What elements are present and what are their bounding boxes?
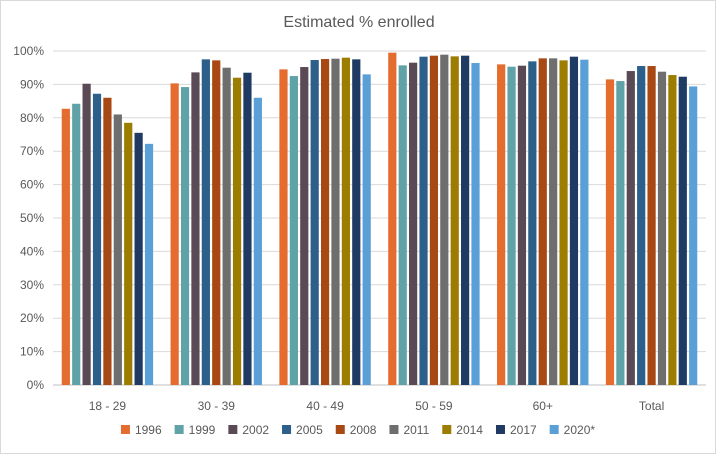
bar-2008-30-39 [212, 60, 221, 386]
bar-1999-40-49 [289, 76, 298, 386]
y-tick-label: 10% [20, 345, 44, 359]
y-axis: 0% 10% 20% 30% 40% 50% 60% 70% 80% 90% 100% [13, 44, 44, 392]
bar-2005-Total [637, 66, 646, 385]
x-tick-label: 40 - 49 [306, 399, 344, 413]
legend-label: 2014 [456, 423, 483, 437]
bar-2020-50-59 [471, 63, 480, 386]
y-tick-label: 0% [27, 378, 45, 392]
bar-1996-50-59 [388, 52, 397, 386]
bar-2011-18-29 [113, 114, 122, 386]
y-tick-label: 60% [20, 178, 44, 192]
bar-2017-50-59 [461, 55, 470, 386]
legend-label: 2011 [403, 423, 429, 437]
bar-1996-40-49 [279, 69, 288, 386]
legend-swatch [335, 425, 345, 434]
bar-2020-Total [689, 86, 698, 386]
bar-2017-30-39 [243, 72, 252, 386]
bar-2017-Total [678, 76, 687, 385]
bar-2020-40-49 [362, 74, 371, 385]
gridlines [53, 50, 706, 386]
y-tick-label: 80% [20, 111, 44, 125]
legend-swatch [120, 425, 130, 434]
bar-1999-Total [616, 81, 625, 385]
legend-label: 2008 [350, 423, 377, 437]
legend-swatch [549, 425, 559, 434]
bar-2014-60+ [559, 60, 568, 386]
bar-2002-50-59 [409, 62, 418, 385]
bar-2005-50-59 [419, 56, 428, 385]
y-tick-label: 40% [20, 244, 44, 258]
y-tick-label: 30% [20, 278, 44, 292]
bar-2002-Total [626, 71, 635, 385]
legend-label: 1999 [189, 423, 216, 437]
legend-swatch [282, 425, 292, 434]
legend-label: 1996 [135, 423, 162, 437]
legend-swatch [389, 425, 399, 434]
bar-2008-40-49 [320, 59, 330, 386]
bar-2011-30-39 [222, 67, 231, 385]
legend-label: 2005 [296, 423, 323, 437]
bar-1999-18-29 [72, 103, 81, 385]
bar-2008-50-59 [429, 55, 439, 386]
legend-label: 2020* [564, 423, 596, 437]
bar-2002-60+ [517, 65, 527, 386]
bar-2020-30-39 [253, 97, 262, 385]
x-axis: 18 - 29 30 - 39 40 - 49 50 - 59 60+ Total [89, 399, 665, 413]
bar-2005-40-49 [310, 60, 319, 385]
chart-title: Estimated % enrolled [283, 14, 434, 31]
bar-1996-Total [605, 79, 615, 385]
legend-label: 2002 [242, 423, 269, 437]
x-tick-label: 60+ [533, 399, 553, 413]
y-tick-label: 20% [20, 311, 44, 325]
bar-2008-Total [647, 66, 656, 385]
bar-2005-60+ [528, 61, 537, 385]
bar-1999-30-39 [180, 87, 190, 386]
legend-label: 2017 [510, 423, 537, 437]
bar-2014-18-29 [124, 122, 133, 385]
bar-1996-60+ [497, 64, 506, 386]
bar-2002-18-29 [82, 83, 91, 386]
x-tick-label: Total [639, 399, 664, 413]
x-tick-label: 50 - 59 [415, 399, 453, 413]
bar-2008-18-29 [103, 97, 112, 385]
legend: 1996 1999 2002 2005 2008 2011 2014 2017 2020* [120, 423, 596, 437]
bar-2020-18-29 [144, 143, 154, 385]
bar-2020-60+ [580, 59, 589, 386]
bar-2014-40-49 [341, 57, 350, 386]
bar-1996-18-29 [61, 108, 70, 386]
bar-2014-Total [668, 75, 677, 385]
bar-2011-50-59 [440, 54, 449, 385]
bars [61, 52, 698, 386]
x-tick-label: 18 - 29 [89, 399, 127, 413]
bar-1999-60+ [507, 66, 516, 385]
bar-2008-60+ [538, 58, 547, 386]
bar-1996-30-39 [170, 83, 179, 385]
legend-swatch [174, 425, 184, 434]
bar-2002-40-49 [300, 67, 309, 386]
legend-swatch [495, 425, 505, 434]
y-tick-label: 100% [13, 44, 44, 58]
x-tick-label: 30 - 39 [198, 399, 236, 413]
legend-swatch [228, 425, 238, 434]
bar-2005-18-29 [92, 93, 102, 385]
legend-swatch [442, 425, 452, 434]
bar-2011-40-49 [331, 58, 340, 385]
y-tick-label: 70% [20, 144, 44, 158]
bar-2002-30-39 [191, 72, 200, 385]
bar-2014-50-59 [450, 56, 459, 386]
bar-2011-60+ [549, 58, 558, 386]
bar-2014-30-39 [232, 77, 242, 385]
bar-2017-60+ [569, 56, 579, 385]
bar-2011-Total [657, 71, 667, 385]
bar-2017-18-29 [134, 132, 143, 385]
bar-1999-50-59 [398, 65, 407, 385]
y-tick-label: 50% [20, 211, 44, 225]
bar-2005-30-39 [201, 59, 210, 385]
bar-2017-40-49 [352, 59, 361, 385]
y-tick-label: 90% [20, 77, 44, 91]
